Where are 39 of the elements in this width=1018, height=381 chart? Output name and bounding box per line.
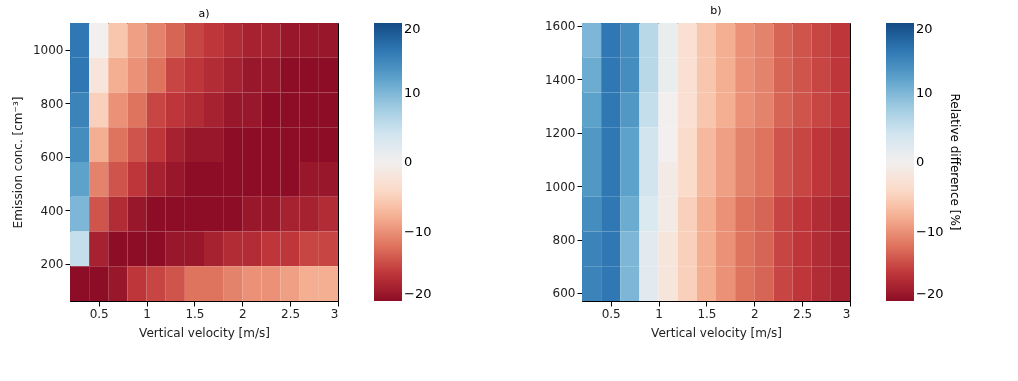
y-tick-label: 1400 [544, 72, 576, 87]
x-tick-label: 1.5 [697, 306, 717, 321]
x-axis-title: Vertical velocity [m/s] [139, 325, 270, 340]
x-tick-label: 2.5 [793, 306, 813, 321]
x-tick-label: 1 [143, 306, 151, 321]
color-bar-label: 0 [916, 154, 925, 169]
x-tick-label: 1.5 [185, 306, 205, 321]
color-bar-label: −10 [916, 223, 944, 239]
x-tick-label: 3 [842, 306, 851, 321]
chart-title: a) [198, 7, 210, 20]
y-tick-label: 1200 [544, 126, 576, 141]
x-axis-title: Vertical velocity [m/s] [651, 325, 782, 340]
y-tick-label: 1600 [544, 19, 576, 34]
y-tick-label: 1000 [32, 43, 64, 58]
color-bar-label: 0 [404, 154, 413, 169]
x-tick-label: 0.5 [601, 306, 621, 321]
y-tick-label: 1000 [544, 179, 576, 194]
y-axis-title: Emission conc. [cm⁻³] [10, 96, 25, 229]
color-bar-label: 20 [916, 21, 933, 36]
y-tick-label: 400 [40, 203, 64, 218]
x-tick-label: 0.5 [89, 306, 109, 321]
x-tick-label: 2.5 [281, 306, 301, 321]
color-bar-label: 10 [404, 84, 421, 100]
x-tick-label: 1 [655, 306, 663, 321]
x-tick-label: 3 [330, 306, 339, 321]
y-tick-label: 600 [40, 150, 64, 165]
y-tick-label: 800 [40, 96, 64, 111]
x-tick-label: 2 [750, 306, 759, 321]
color-bar-label: 20 [404, 21, 421, 36]
y-tick-label: 600 [552, 286, 576, 301]
color-bar-label: −20 [916, 286, 944, 301]
y-tick-label: 800 [552, 233, 576, 248]
y-tick-label: 200 [40, 257, 64, 272]
color-bar-label: −10 [404, 223, 432, 239]
color-bar-label: −20 [404, 286, 432, 301]
color-bar-label: 10 [916, 84, 933, 100]
color-bar-title: Relative difference [%] [948, 93, 962, 231]
chart-title: b) [710, 3, 722, 17]
x-tick-label: 2 [238, 306, 247, 321]
